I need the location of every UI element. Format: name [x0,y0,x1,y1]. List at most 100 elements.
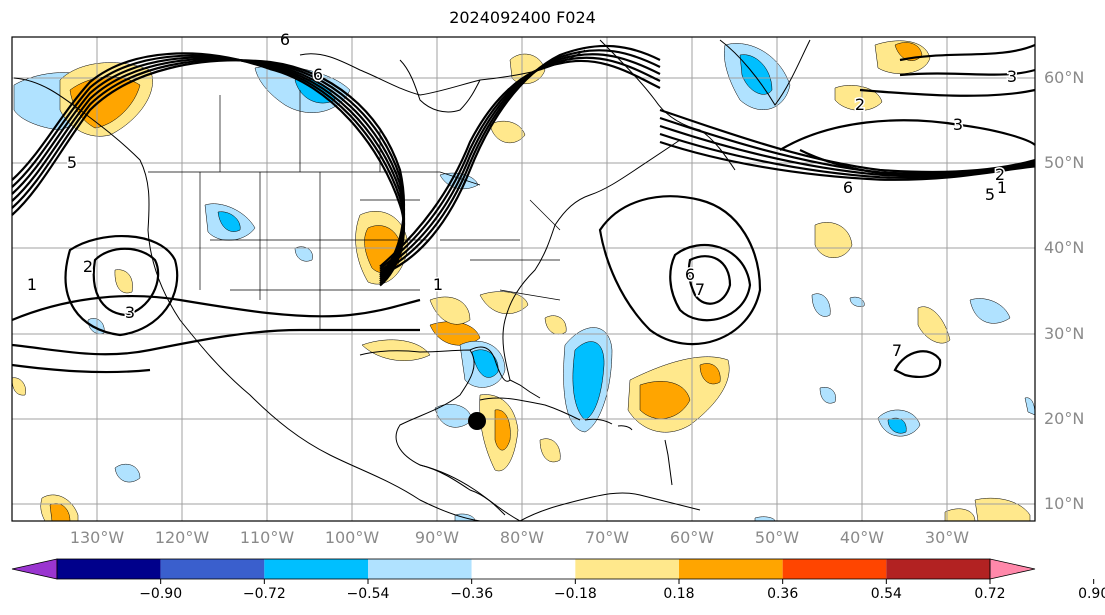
colorbar-segment [57,559,161,579]
colorbar-segment [160,559,265,579]
longitude-label: 30°W [924,528,970,547]
contour-line [659,140,1036,181]
colorbar-label: −0.18 [553,586,597,602]
coastline-segment [509,379,541,399]
coastline-segment [469,139,681,382]
coastline-segment [299,49,586,96]
colorbar-label: 0.90 [1078,586,1105,602]
longitude-label: 90°W [414,528,460,547]
anomaly-region [699,363,721,385]
colorbar-segment [886,559,990,579]
contour-label: 2 [83,257,93,276]
colorbar-extend-high [989,558,1036,580]
latitude-label: 40°N [1044,238,1085,257]
colorbar-segment [575,559,679,579]
colorbar-segment [264,559,368,579]
contour-label: 5 [985,185,995,204]
contour-label: 2 [995,165,1005,184]
anomaly-region [849,296,865,307]
coastline-segment [359,349,521,522]
longitude-label: 70°W [584,528,630,547]
colorbar [11,558,1095,584]
contour-label: 2 [855,95,865,114]
colorbar-segment [471,559,576,579]
anomaly-region [494,409,511,451]
longitude-label: 120°W [154,528,210,547]
contour-label: 6 [843,178,853,197]
contour-line [598,195,762,346]
contour-label: 1 [433,275,443,294]
anomaly-region [811,293,831,317]
anomaly-region [639,381,691,419]
colorbar-segment [368,559,472,579]
contour-label: 3 [953,115,963,134]
map-border [11,36,1036,522]
contour-line [687,255,732,305]
longitude-label: 60°W [669,528,715,547]
colorbar-segment [782,559,887,579]
anomaly-region [489,120,526,144]
anomaly-region [894,42,923,61]
anomaly-region [471,349,499,378]
contour-label: 6 [280,30,290,49]
contour-line [11,52,405,287]
longitude-label: 80°W [499,528,545,547]
contour-label: 3 [125,303,135,322]
contour-label: 7 [695,280,705,299]
longitude-label: 110°W [239,528,295,547]
coastline-segment [584,418,613,425]
contour-line [11,363,151,374]
contour-line [899,43,1036,62]
latitude-label: 50°N [1044,153,1085,172]
anomaly-region [739,54,773,95]
coastline-segment [664,439,673,486]
coastline-segment [13,77,481,522]
colorbar-label: −0.54 [346,586,390,602]
anomaly-region [361,339,431,361]
border-line [499,289,561,301]
map-title: 2024092400 F024 [449,8,596,27]
anomaly-region [814,222,853,258]
contour-line [379,44,661,277]
colorbar-label: −0.36 [450,586,494,602]
latitude-label: 20°N [1044,409,1085,428]
coastline-segment [479,397,581,421]
anomaly-region [539,438,561,463]
anomaly-region [544,315,567,335]
longitude-label: 40°W [839,528,885,547]
contour-line [899,68,1036,77]
contour-line [64,235,179,337]
colorbar-label: 0.54 [870,586,902,602]
anomaly-region [294,246,313,262]
contour-line [11,294,421,322]
coastlines [13,39,811,522]
colorbar-label: 0.72 [974,586,1006,602]
colorbar-label: −0.90 [139,586,183,602]
coastline-segment [617,425,633,431]
anomaly-region [479,291,529,315]
colorbar-label: 0.36 [767,586,799,602]
latitude-label: 60°N [1044,68,1085,87]
border-line [529,199,561,231]
height-contours [11,43,1036,378]
contour-label: 3 [1007,67,1017,86]
anomaly-region [11,377,26,396]
colorbar-segment [679,559,783,579]
contour-line [779,119,1036,151]
colorbar-label: −0.72 [242,586,286,602]
contour-label: 5 [67,153,77,172]
contour-line [379,56,661,270]
colorbar-frame [56,558,991,580]
anomaly-region [887,417,907,434]
contour-label: 1 [997,178,1007,197]
latitude-label: 10°N [1044,494,1085,513]
colorbar-extend-low [11,558,58,580]
anomaly-region [969,298,1011,324]
contour-label: 7 [892,341,902,360]
contour-line [379,59,661,268]
contour-label: 6 [313,65,323,84]
map-background [12,37,1035,521]
anomaly-region [217,211,241,232]
